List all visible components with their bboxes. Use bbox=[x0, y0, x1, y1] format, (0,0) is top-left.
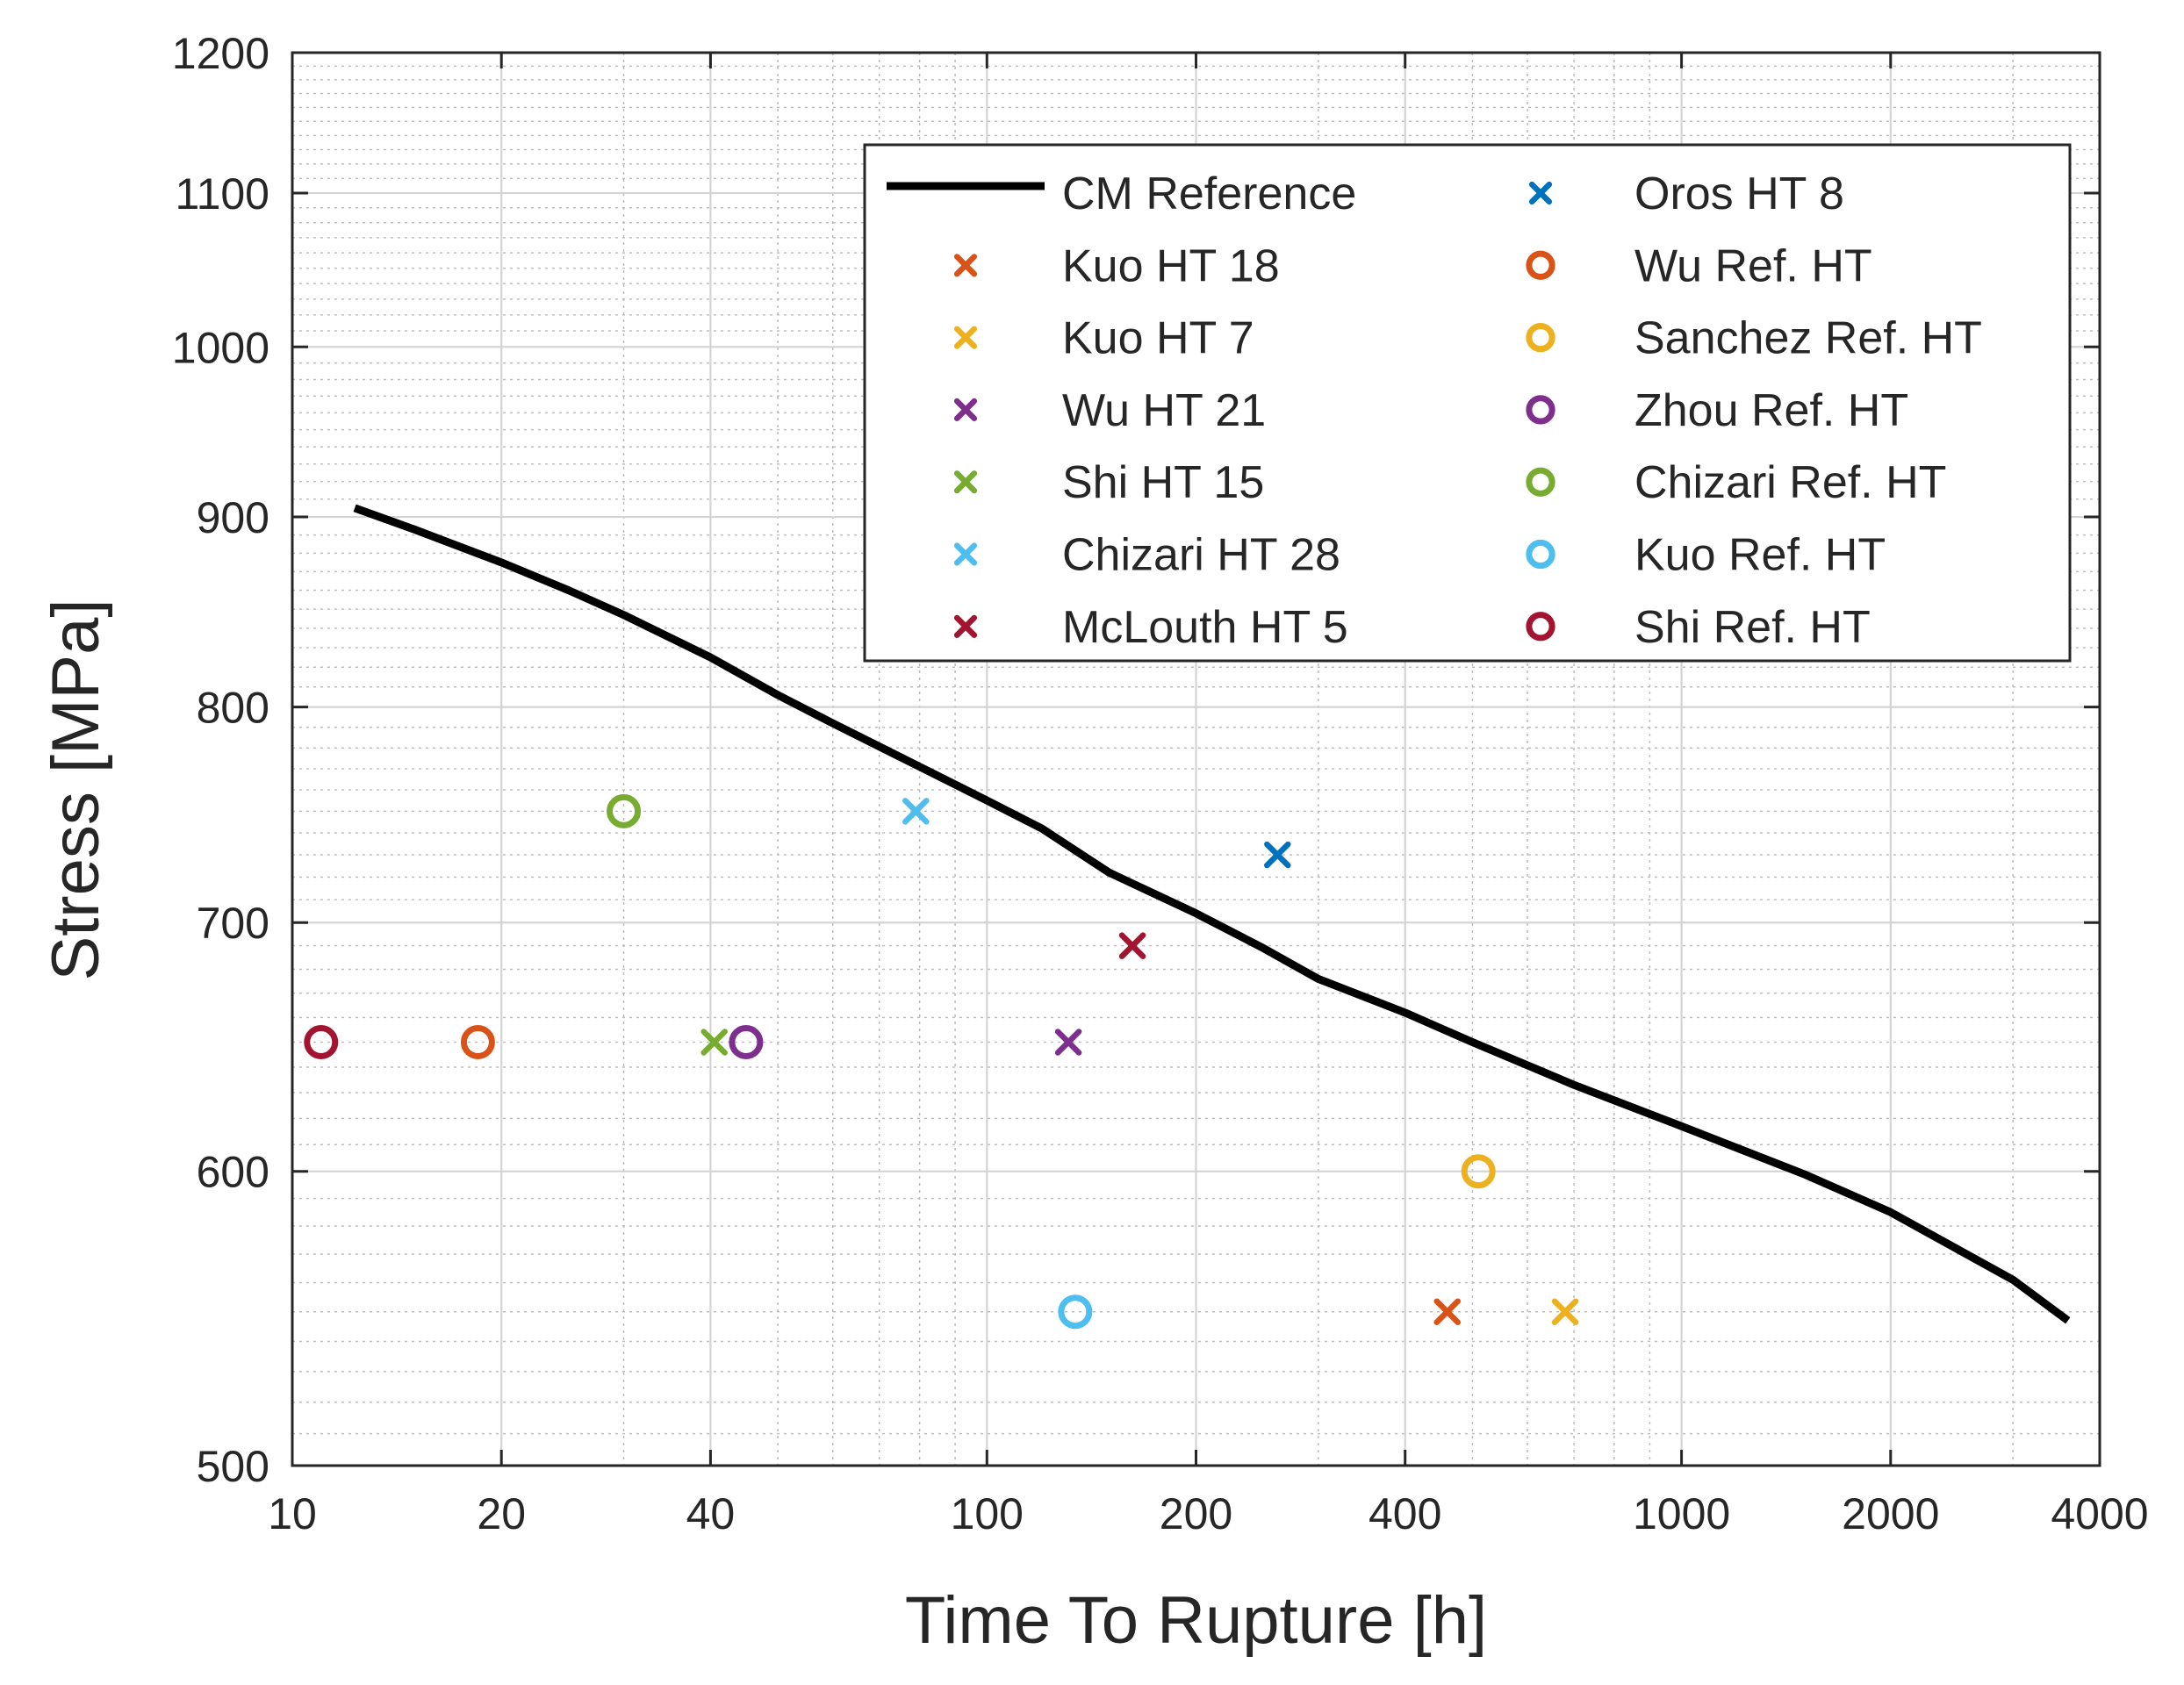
legend-swatch-kuo-ht-18 bbox=[953, 254, 978, 277]
legend-swatch-zhou-ref-ht bbox=[1526, 395, 1555, 425]
x-marker-stroke bbox=[953, 614, 978, 638]
legend-label-cm-reference: CM Reference bbox=[1062, 168, 1356, 219]
x-marker-stroke bbox=[953, 398, 978, 421]
x-marker-stroke bbox=[1528, 181, 1553, 205]
marker-shi-ht-15 bbox=[700, 1029, 728, 1056]
legend-label-kuo-ht-18: Kuo HT 18 bbox=[1062, 240, 1280, 291]
marker-mclouth-ht-5 bbox=[1118, 932, 1146, 959]
y-axis-title: Stress [MPa] bbox=[39, 599, 113, 981]
marker-sanchez-ref-ht bbox=[1461, 1154, 1496, 1189]
x-marker-stroke bbox=[953, 470, 978, 494]
x-marker-stroke bbox=[953, 326, 978, 349]
x-tick-label: 200 bbox=[1160, 1489, 1232, 1538]
reference-curve-group bbox=[353, 504, 2071, 1324]
marker-kuo-ht-18 bbox=[1433, 1298, 1461, 1325]
legend-box bbox=[863, 143, 2072, 663]
marker-wu-ref-ht bbox=[460, 1025, 495, 1060]
x-tick-label: 10 bbox=[268, 1489, 317, 1538]
x-tick-label: 2000 bbox=[1842, 1489, 1939, 1538]
legend-label-mclouth-ht-5: McLouth HT 5 bbox=[1062, 602, 1348, 653]
x-marker-stroke bbox=[700, 1029, 728, 1056]
legend-label-shi-ht-15: Shi HT 15 bbox=[1062, 457, 1264, 508]
y-tick-label: 800 bbox=[197, 684, 269, 733]
legend-swatch-shi-ht-15 bbox=[953, 470, 978, 494]
legend-swatch-chizari-ref-ht bbox=[1526, 467, 1555, 497]
y-tick-labels: 500 600 700 800 900 1000 1100 1200 bbox=[172, 29, 269, 1491]
x-marker-stroke bbox=[1118, 932, 1146, 959]
y-tick-label: 1200 bbox=[172, 29, 269, 78]
marker-zhou-ref-ht bbox=[729, 1025, 764, 1060]
legend-swatch-shi-ref-ht bbox=[1526, 612, 1555, 642]
x-marker-stroke bbox=[953, 254, 978, 277]
legend-swatch-mclouth-ht-5 bbox=[953, 614, 978, 638]
y-tick-label: 1000 bbox=[172, 323, 269, 372]
y-tick-label: 700 bbox=[197, 899, 269, 948]
legend-label-wu-ref-ht: Wu Ref. HT bbox=[1634, 240, 1872, 291]
y-tick-label: 600 bbox=[197, 1148, 269, 1197]
legend-label-wu-ht-21: Wu HT 21 bbox=[1062, 385, 1266, 436]
x-tick-label: 100 bbox=[951, 1489, 1024, 1538]
cm-reference-line bbox=[353, 504, 2071, 1324]
marker-chizari-ref-ht bbox=[607, 793, 642, 828]
marker-oros-ht-8 bbox=[1264, 841, 1291, 869]
x-marker-stroke bbox=[902, 798, 930, 825]
legend-label-chizari-ref-ht: Chizari Ref. HT bbox=[1634, 457, 1946, 508]
x-axis-title: Time To Rupture [h] bbox=[905, 1583, 1487, 1658]
legend: CM Reference Oros HT 8 Kuo HT 18 Wu Ref. HT… bbox=[863, 143, 2072, 663]
legend-label-zhou-ref-ht: Zhou Ref. HT bbox=[1634, 385, 1908, 436]
legend-swatch-wu-ht-21 bbox=[953, 398, 978, 421]
x-tick-label: 1000 bbox=[1633, 1489, 1730, 1538]
x-marker-stroke bbox=[1054, 1029, 1082, 1056]
legend-label-sanchez-ref-ht: Sanchez Ref. HT bbox=[1634, 313, 1982, 364]
x-tick-labels: 10 20 40 100 200 400 1000 2000 4000 bbox=[268, 1489, 2148, 1538]
marker-wu-ht-21 bbox=[1054, 1029, 1082, 1056]
y-tick-label: 1100 bbox=[175, 169, 269, 219]
legend-swatch-kuo-ref-ht bbox=[1526, 539, 1555, 570]
data-markers bbox=[304, 793, 1579, 1330]
legend-label-oros-ht-8: Oros HT 8 bbox=[1634, 168, 1844, 219]
x-tick-label: 40 bbox=[686, 1489, 736, 1538]
marker-shi-ref-ht bbox=[304, 1025, 339, 1060]
x-tick-label: 20 bbox=[477, 1489, 526, 1538]
x-tick-label: 4000 bbox=[2051, 1489, 2148, 1538]
axis-ticks bbox=[291, 51, 2101, 1467]
x-marker-stroke bbox=[1264, 841, 1291, 869]
marker-kuo-ht-7 bbox=[1551, 1298, 1579, 1325]
x-marker-stroke bbox=[1551, 1298, 1579, 1325]
marker-kuo-ref-ht bbox=[1058, 1294, 1093, 1330]
marker-chizari-ht-28 bbox=[902, 798, 930, 825]
legend-swatch-chizari-ht-28 bbox=[953, 542, 978, 566]
legend-label-chizari-ht-28: Chizari HT 28 bbox=[1062, 530, 1340, 581]
y-tick-label: 900 bbox=[197, 493, 269, 542]
x-marker-stroke bbox=[1433, 1298, 1461, 1325]
legend-label-kuo-ht-7: Kuo HT 7 bbox=[1062, 313, 1254, 364]
legend-swatch-oros-ht-8 bbox=[1528, 181, 1553, 205]
legend-swatch-kuo-ht-7 bbox=[953, 326, 978, 349]
x-tick-label: 400 bbox=[1369, 1489, 1441, 1538]
legend-label-shi-ref-ht: Shi Ref. HT bbox=[1634, 602, 1871, 653]
y-tick-label: 500 bbox=[197, 1442, 269, 1491]
legend-label-kuo-ref-ht: Kuo Ref. HT bbox=[1634, 530, 1886, 581]
legend-swatch-sanchez-ref-ht bbox=[1526, 322, 1555, 353]
x-marker-stroke bbox=[953, 542, 978, 566]
legend-swatch-wu-ref-ht bbox=[1526, 250, 1555, 280]
